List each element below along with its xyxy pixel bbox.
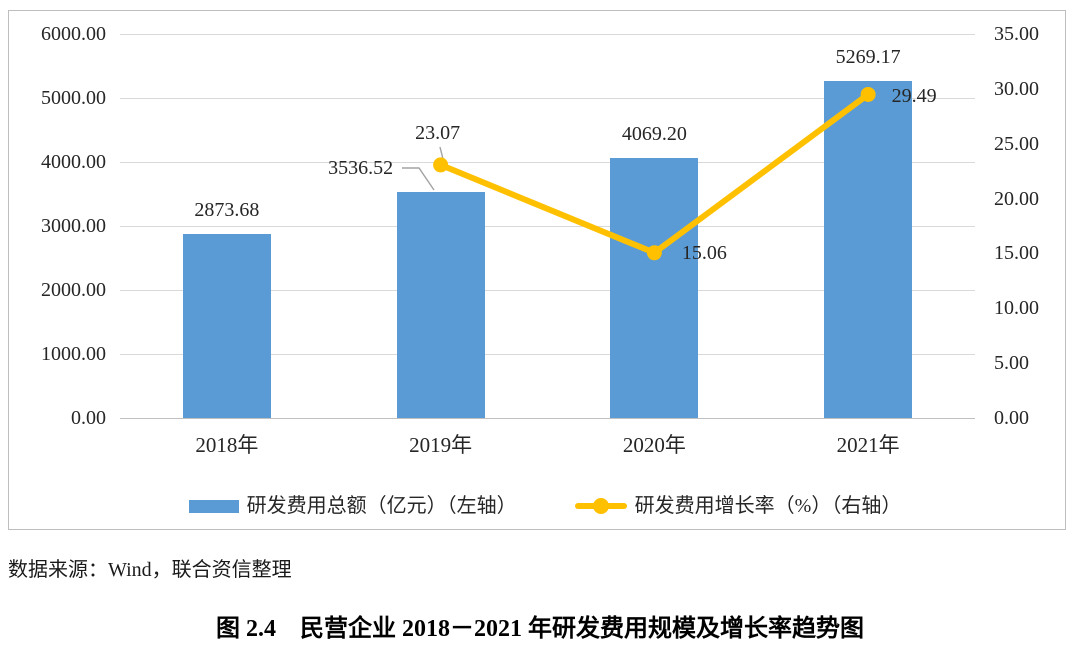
source-note: 数据来源：Wind，联合资信整理 xyxy=(8,559,292,581)
line-value-label: 29.49 xyxy=(891,85,937,108)
left-axis-tick-label: 6000.00 xyxy=(41,23,106,45)
left-axis-tick-label: 0.00 xyxy=(71,407,106,429)
x-axis-label: 2019年 xyxy=(409,433,473,457)
figure-caption: 图 2.4 民营企业 2018－2021 年研发费用规模及增长率趋势图 xyxy=(216,616,864,642)
left-axis-tick-label: 1000.00 xyxy=(41,343,106,365)
bar-value-label: 4069.20 xyxy=(621,122,687,145)
x-axis-label: 2021年 xyxy=(836,433,900,457)
left-axis-tick-label: 2000.00 xyxy=(41,279,106,301)
right-axis-tick-label: 20.00 xyxy=(994,187,1039,210)
left-axis-tick-label: 3000.00 xyxy=(41,215,106,237)
legend-item-line-series: 研发费用增长率（%）（右轴） xyxy=(574,493,902,519)
right-axis-tick-label: 15.00 xyxy=(994,242,1039,265)
right-axis-tick-label: 35.00 xyxy=(994,23,1039,45)
right-axis-tick-label: 30.00 xyxy=(994,77,1039,100)
legend: 研发费用总额（亿元）（左轴） 研发费用增长率（%）（右轴） xyxy=(17,490,1073,522)
bar xyxy=(396,191,485,418)
line-value-label: 23.07 xyxy=(415,121,461,144)
x-axis-label: 2018年 xyxy=(195,433,259,457)
gridline xyxy=(120,417,975,419)
gridline xyxy=(120,353,975,355)
left-axis-tick-label: 4000.00 xyxy=(41,151,106,173)
line-value-label: 15.06 xyxy=(681,241,727,264)
legend-item-bar-series: 研发费用总额（亿元）（左轴） xyxy=(188,493,517,519)
gridline xyxy=(120,289,975,291)
bar-value-label: 5269.17 xyxy=(835,45,901,68)
bar xyxy=(182,234,271,418)
line-series-swatch-icon xyxy=(574,498,627,514)
right-axis-tick-label: 5.00 xyxy=(994,352,1029,375)
bar-value-label: 2873.68 xyxy=(194,199,260,222)
bar xyxy=(824,80,913,418)
x-axis-label: 2020年 xyxy=(622,433,686,457)
legend-label-line-series: 研发费用增长率（%）（右轴） xyxy=(634,495,902,517)
right-axis-tick-label: 25.00 xyxy=(994,132,1039,155)
bar-value-label: 3536.52 xyxy=(328,156,394,179)
right-axis-tick-label: 0.00 xyxy=(994,407,1029,429)
right-axis-tick-label: 10.00 xyxy=(994,297,1039,320)
line-series-marker-icon xyxy=(592,498,609,514)
bar xyxy=(610,157,699,418)
legend-label-bar-series: 研发费用总额（亿元）（左轴） xyxy=(246,495,517,517)
bar-series-swatch-icon xyxy=(188,499,239,513)
left-axis-tick-label: 5000.00 xyxy=(41,87,106,109)
gridline xyxy=(120,33,975,35)
